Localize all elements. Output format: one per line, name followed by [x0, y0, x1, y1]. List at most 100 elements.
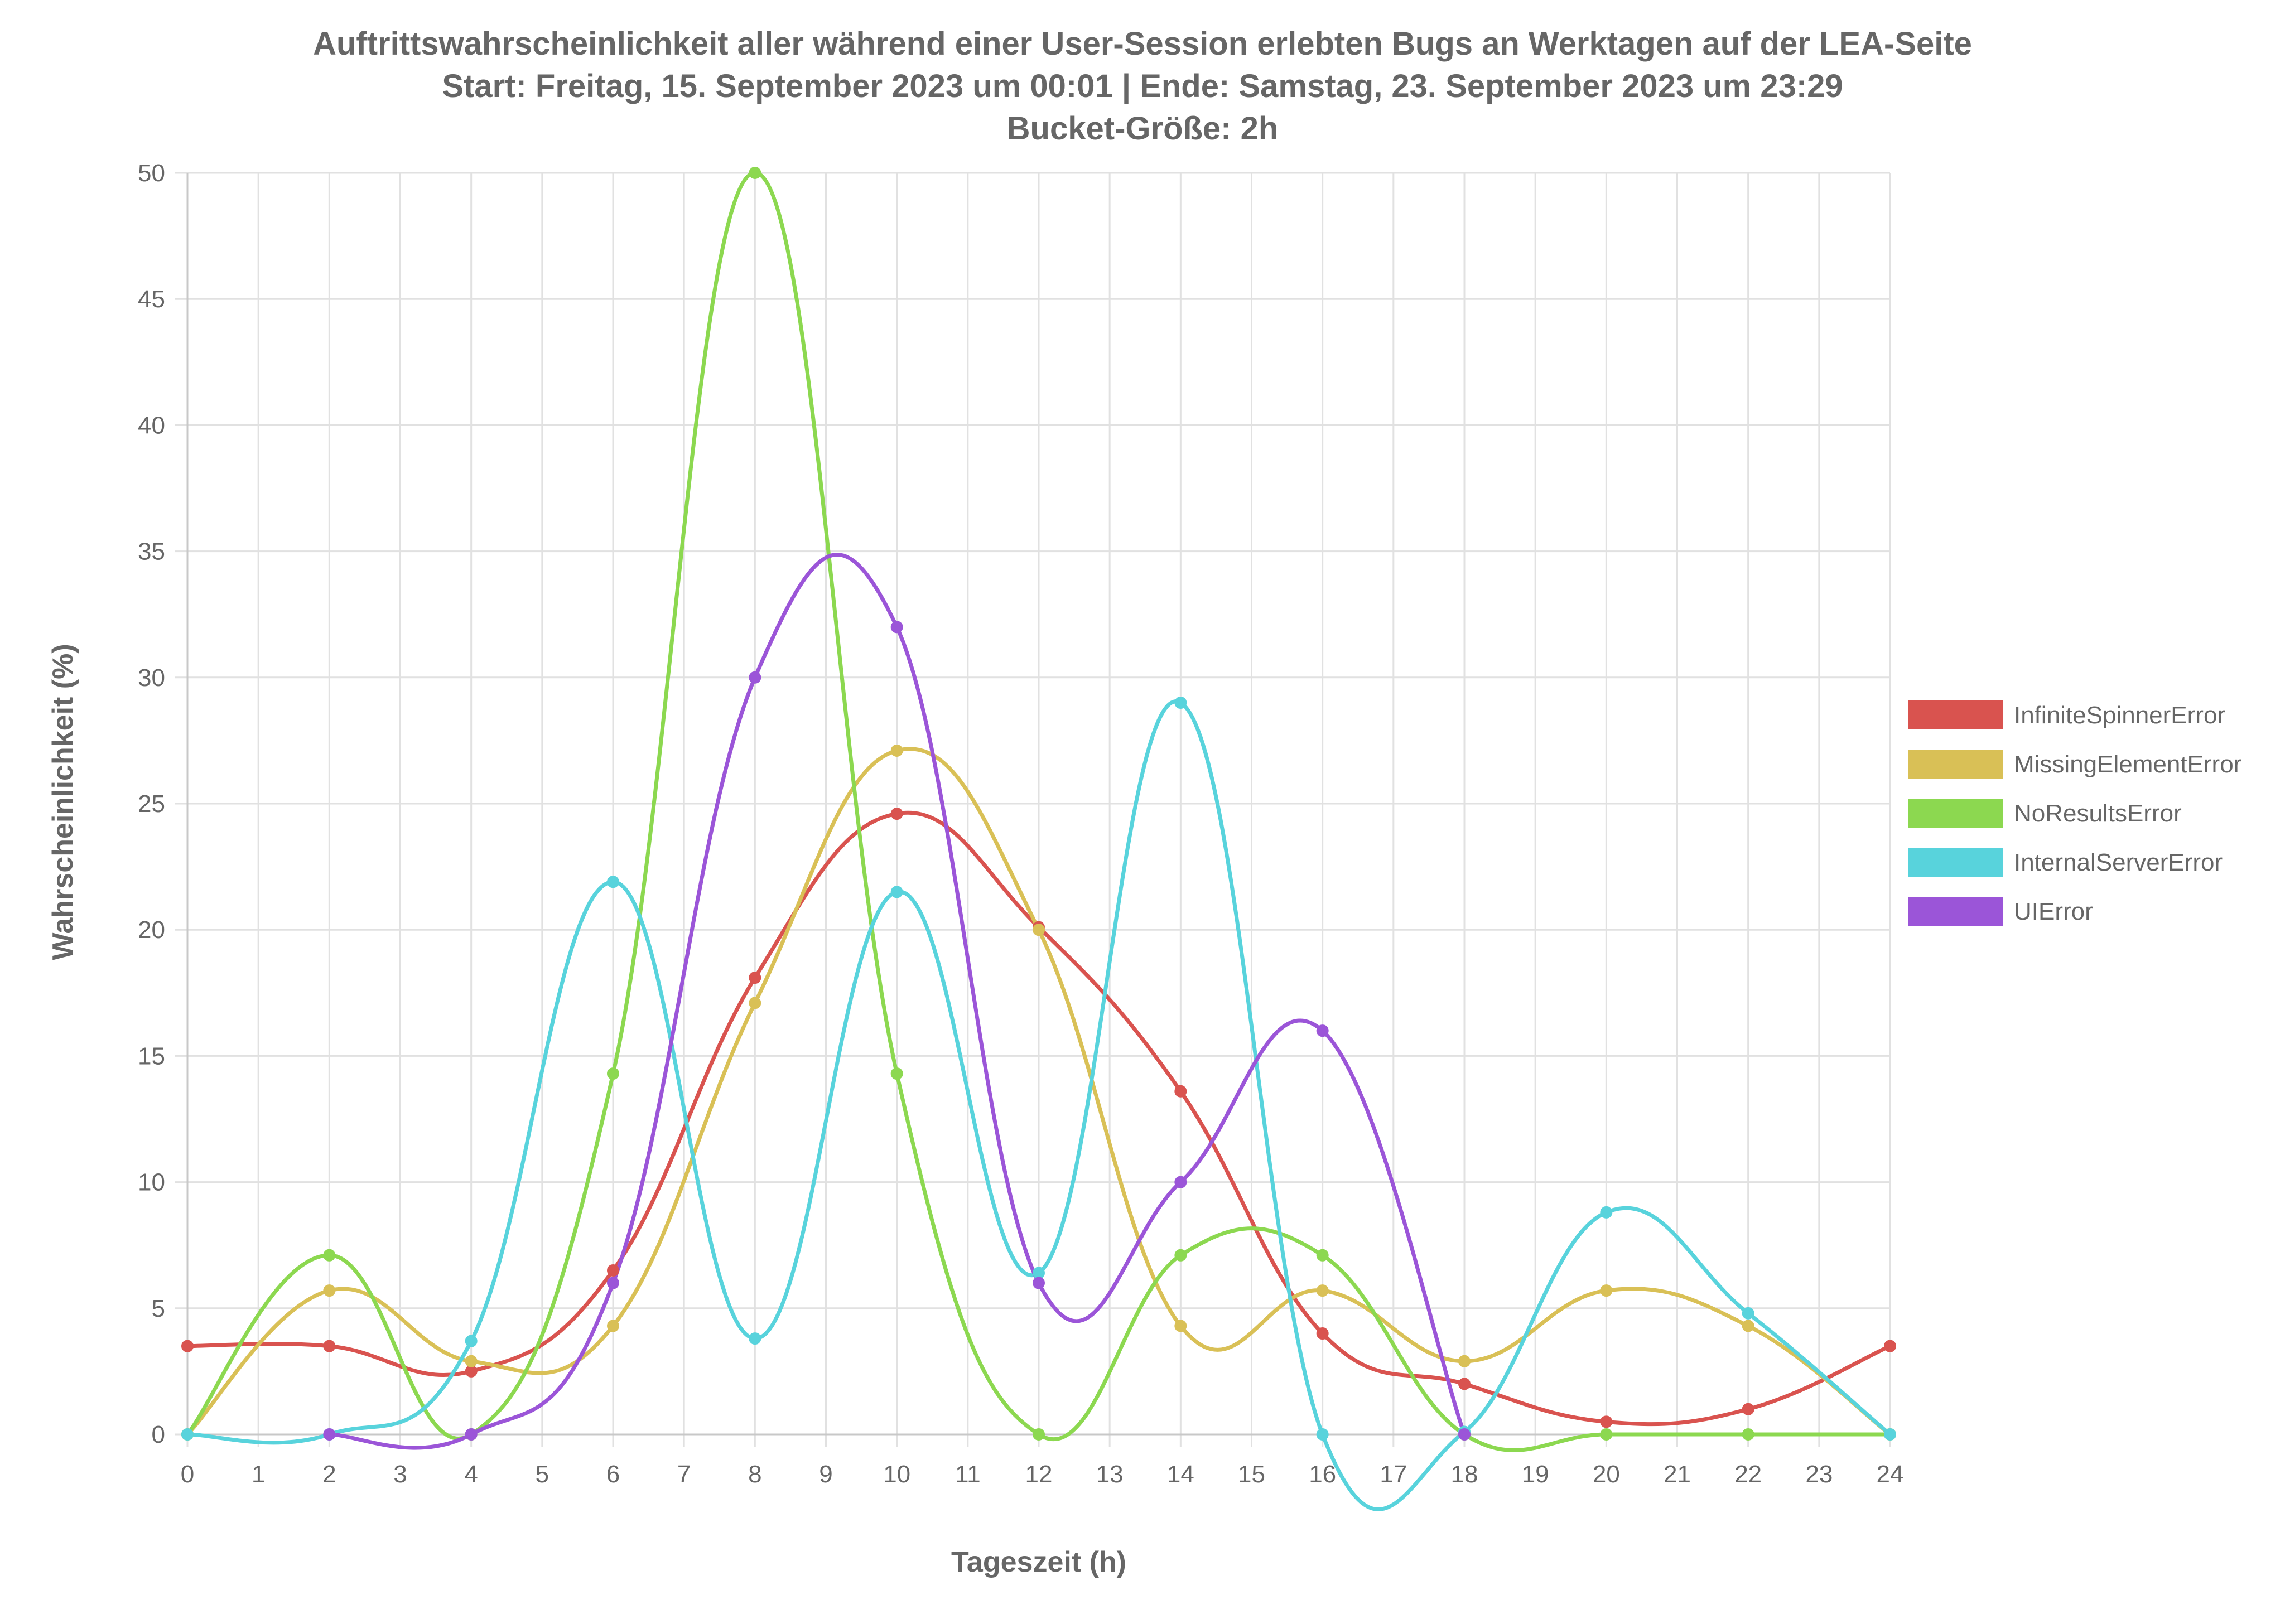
data-point[interactable] — [1033, 924, 1045, 936]
x-tick-label: 12 — [1025, 1461, 1053, 1488]
data-point[interactable] — [465, 1428, 478, 1441]
data-point[interactable] — [1174, 1176, 1187, 1188]
data-point[interactable] — [1458, 1355, 1471, 1367]
data-point[interactable] — [890, 621, 903, 634]
data-point[interactable] — [749, 997, 761, 1009]
data-point[interactable] — [1742, 1320, 1754, 1332]
x-tick-label: 23 — [1805, 1461, 1833, 1488]
y-tick-label: 10 — [138, 1169, 165, 1196]
data-point[interactable] — [1033, 1277, 1045, 1289]
data-point[interactable] — [749, 972, 761, 984]
legend-item[interactable]: MissingElementError — [1908, 750, 2241, 779]
x-tick-label: 9 — [819, 1461, 832, 1488]
data-point[interactable] — [181, 1428, 194, 1441]
axes: 0 1 2 3 4 5 6 7 8 9 10 11 12 13 14 15 16 17 18 19 20 21 22 23 24… — [138, 160, 1903, 1488]
chart-title-line-1: Auftrittswahrscheinlichkeit aller währen… — [313, 26, 1972, 62]
data-point[interactable] — [1033, 1428, 1045, 1441]
data-point[interactable] — [1458, 1428, 1471, 1441]
legend-swatch — [1908, 750, 2003, 779]
data-point[interactable] — [890, 886, 903, 898]
x-tick-label: 15 — [1238, 1461, 1265, 1488]
data-point[interactable] — [1884, 1428, 1896, 1441]
series-line — [327, 553, 1467, 1450]
x-tick-label: 8 — [748, 1461, 761, 1488]
x-tick-label: 24 — [1877, 1461, 1904, 1488]
data-point[interactable] — [1742, 1428, 1754, 1441]
x-tick-label: 17 — [1380, 1461, 1407, 1488]
data-point[interactable] — [1600, 1415, 1613, 1428]
legend-label: NoResultsError — [2014, 800, 2182, 827]
y-tick-label: 25 — [138, 790, 165, 818]
chart-title-line-2: Start: Freitag, 15. September 2023 um 00… — [442, 68, 1843, 104]
data-point[interactable] — [181, 1340, 194, 1352]
data-point[interactable] — [607, 1277, 619, 1289]
grid — [175, 172, 1891, 1447]
y-tick-label: 0 — [152, 1421, 165, 1448]
data-point[interactable] — [1174, 697, 1187, 709]
data-point[interactable] — [1600, 1206, 1613, 1219]
data-points — [181, 167, 1896, 1441]
legend-item[interactable]: InfiniteSpinnerError — [1908, 700, 2225, 729]
x-tick-label: 0 — [181, 1461, 194, 1488]
data-point[interactable] — [890, 808, 903, 820]
legend-swatch — [1908, 897, 2003, 926]
legend-item[interactable]: NoResultsError — [1908, 799, 2182, 828]
data-point[interactable] — [890, 1067, 903, 1080]
data-point[interactable] — [1174, 1320, 1187, 1332]
x-tick-label: 19 — [1522, 1461, 1549, 1488]
chart-title-line-3: Bucket-Größe: 2h — [1007, 110, 1279, 147]
data-point[interactable] — [749, 167, 761, 179]
y-tick-label: 45 — [138, 286, 165, 313]
x-tick-label: 3 — [393, 1461, 407, 1488]
data-point[interactable] — [607, 1264, 619, 1277]
chart-title: Auftrittswahrscheinlichkeit aller währen… — [313, 26, 1972, 147]
data-point[interactable] — [323, 1340, 336, 1352]
x-tick-label: 5 — [536, 1461, 549, 1488]
data-point[interactable] — [323, 1284, 336, 1297]
legend-swatch — [1908, 700, 2003, 729]
data-point[interactable] — [1316, 1249, 1329, 1262]
data-point[interactable] — [1033, 1267, 1045, 1279]
x-tick-label: 7 — [677, 1461, 691, 1488]
data-point[interactable] — [749, 1332, 761, 1345]
x-tick-label: 1 — [252, 1461, 265, 1488]
data-point[interactable] — [607, 876, 619, 888]
x-tick-label: 20 — [1593, 1461, 1620, 1488]
y-tick-label: 20 — [138, 916, 165, 944]
data-point[interactable] — [465, 1335, 478, 1347]
legend-item[interactable]: InternalServerError — [1908, 848, 2223, 877]
legend-item[interactable]: UIError — [1908, 897, 2093, 926]
data-point[interactable] — [749, 671, 761, 684]
data-point[interactable] — [607, 1320, 619, 1332]
data-point[interactable] — [1600, 1428, 1613, 1441]
data-point[interactable] — [1316, 1024, 1329, 1037]
y-tick-label: 5 — [152, 1295, 165, 1322]
data-point[interactable] — [1174, 1249, 1187, 1262]
series-line — [185, 810, 1892, 1427]
data-point[interactable] — [323, 1249, 336, 1262]
data-point[interactable] — [1316, 1327, 1329, 1340]
data-point[interactable] — [323, 1428, 336, 1441]
data-point[interactable] — [1600, 1284, 1613, 1297]
legend-label: UIError — [2014, 898, 2093, 925]
x-tick-label: 4 — [464, 1461, 478, 1488]
legend-label: InfiniteSpinnerError — [2014, 702, 2225, 729]
data-point[interactable] — [465, 1355, 478, 1367]
data-point[interactable] — [1742, 1403, 1754, 1415]
data-point[interactable] — [1316, 1284, 1329, 1297]
data-point[interactable] — [1316, 1428, 1329, 1441]
data-point[interactable] — [1742, 1307, 1754, 1320]
data-point[interactable] — [607, 1067, 619, 1080]
data-point[interactable] — [890, 744, 903, 757]
x-axis-title: Tageszeit (h) — [951, 1546, 1126, 1578]
legend: InfiniteSpinnerError MissingElementError N… — [1908, 700, 2241, 926]
legend-swatch — [1908, 799, 2003, 828]
data-point[interactable] — [1174, 1085, 1187, 1098]
data-point[interactable] — [1458, 1378, 1471, 1390]
y-tick-label: 40 — [138, 412, 165, 439]
x-tick-label: 18 — [1451, 1461, 1478, 1488]
x-tick-label: 6 — [606, 1461, 620, 1488]
data-point[interactable] — [1884, 1340, 1896, 1352]
data-point[interactable] — [465, 1365, 478, 1378]
